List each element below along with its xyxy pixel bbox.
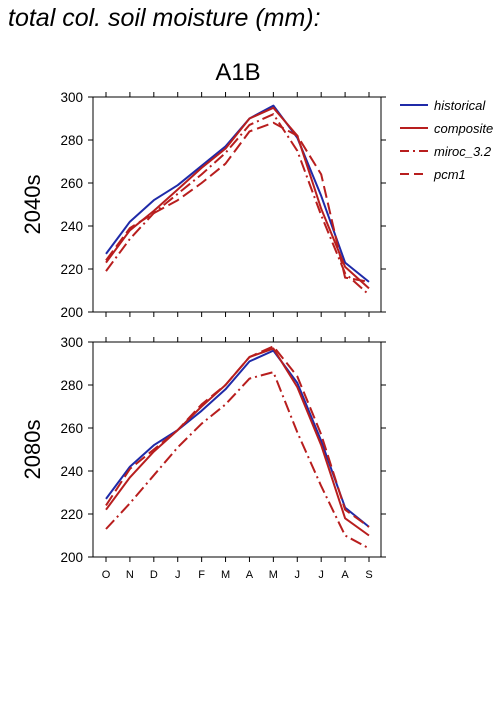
- x-tick-label: S: [365, 569, 372, 581]
- y-tick-label: 200: [60, 305, 83, 320]
- series-line-composite: [105, 106, 370, 290]
- y-tick-label: 240: [60, 219, 83, 234]
- x-tick-label: F: [198, 569, 205, 581]
- x-tick-label: M: [269, 569, 278, 581]
- y-tick-label: 260: [60, 176, 83, 191]
- plot-frame: [92, 96, 382, 313]
- page-title: total col. soil moisture (mm):: [8, 4, 321, 32]
- series-line-pcm1: [105, 121, 370, 283]
- y-tick-label: 280: [60, 378, 83, 393]
- panel-label-2080s: 2080s: [20, 420, 45, 480]
- y-tick-label: 240: [60, 464, 83, 479]
- x-tick-label: D: [150, 569, 158, 581]
- legend-label: miroc_3.2: [434, 144, 492, 159]
- plot-frame: [92, 341, 382, 558]
- legend-label: historical: [434, 98, 486, 113]
- legend-label: pcm1: [433, 167, 466, 182]
- series-line-pcm1: [105, 345, 370, 528]
- y-tick-label: 280: [60, 133, 83, 148]
- y-tick-label: 300: [60, 90, 83, 105]
- x-tick-label: J: [295, 569, 301, 581]
- x-tick-label: A: [341, 569, 349, 581]
- y-tick-label: 220: [60, 262, 83, 277]
- panel-label-2040s: 2040s: [20, 175, 45, 235]
- x-tick-label: N: [126, 569, 134, 581]
- y-tick-label: 220: [60, 507, 83, 522]
- x-tick-label: M: [221, 569, 230, 581]
- scenario-title: A1B: [215, 59, 260, 86]
- x-tick-label: A: [246, 569, 254, 581]
- legend-label: composite: [434, 121, 493, 136]
- y-tick-label: 300: [60, 335, 83, 350]
- x-tick-label: J: [175, 569, 181, 581]
- series-line-historical: [105, 349, 370, 528]
- x-tick-label: J: [318, 569, 324, 581]
- series-line-miroc-3-2: [105, 113, 370, 296]
- x-tick-label: O: [102, 569, 111, 581]
- y-tick-label: 200: [60, 550, 83, 565]
- y-tick-label: 260: [60, 421, 83, 436]
